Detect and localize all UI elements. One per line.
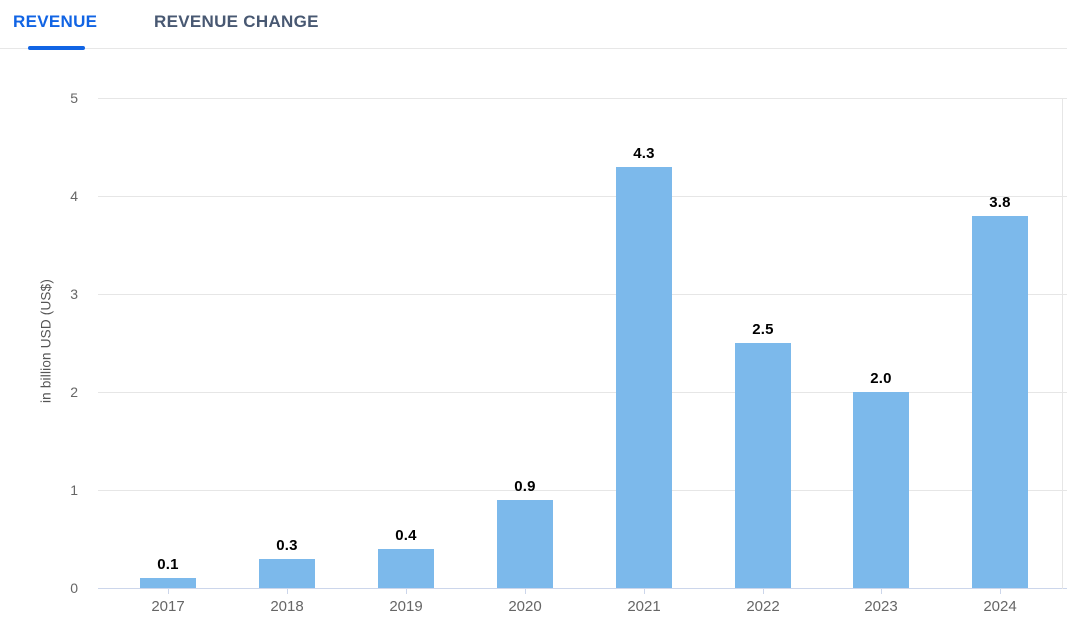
bar-value-label: 2.5 bbox=[752, 321, 774, 338]
gridline bbox=[98, 196, 1067, 197]
y-tick-label: 4 bbox=[70, 188, 78, 204]
x-category-label: 2021 bbox=[627, 598, 661, 615]
plot-right-border bbox=[1062, 98, 1063, 589]
tab-revenue-change[interactable]: REVENUE CHANGE bbox=[154, 12, 319, 31]
x-tick bbox=[525, 589, 526, 594]
x-category-label: 2018 bbox=[270, 598, 304, 615]
x-category-label: 2022 bbox=[746, 598, 780, 615]
bar[interactable] bbox=[497, 500, 553, 588]
bar-2023[interactable]: 2.0 bbox=[853, 370, 909, 588]
gridline bbox=[98, 490, 1067, 491]
bar-value-label: 2.0 bbox=[870, 370, 892, 387]
bar[interactable] bbox=[259, 559, 315, 588]
bar[interactable] bbox=[735, 343, 791, 588]
y-tick-label: 5 bbox=[70, 90, 78, 106]
x-category-label: 2024 bbox=[983, 598, 1017, 615]
x-category-label: 2017 bbox=[151, 598, 185, 615]
bar-2021[interactable]: 4.3 bbox=[616, 145, 672, 588]
bar-2020[interactable]: 0.9 bbox=[497, 478, 553, 588]
bar-value-label: 4.3 bbox=[633, 145, 655, 162]
y-axis-title: in billion USD (US$) bbox=[38, 278, 54, 404]
x-tick bbox=[168, 589, 169, 594]
y-tick-label: 3 bbox=[70, 286, 78, 302]
bar-value-label: 0.4 bbox=[395, 527, 417, 544]
bar[interactable] bbox=[972, 216, 1028, 588]
bar-2024[interactable]: 3.8 bbox=[972, 194, 1028, 588]
bar-2018[interactable]: 0.3 bbox=[259, 537, 315, 588]
x-tick bbox=[287, 589, 288, 594]
x-tick bbox=[644, 589, 645, 594]
tab-bar: REVENUE REVENUE CHANGE bbox=[0, 0, 1067, 50]
bar[interactable] bbox=[140, 578, 196, 588]
active-tab-underline bbox=[28, 46, 85, 50]
x-tick bbox=[881, 589, 882, 594]
bar-2022[interactable]: 2.5 bbox=[735, 321, 791, 588]
gridline bbox=[98, 392, 1067, 393]
bar-value-label: 0.1 bbox=[157, 556, 179, 573]
gridline bbox=[98, 294, 1067, 295]
bar-2019[interactable]: 0.4 bbox=[378, 527, 434, 588]
bar[interactable] bbox=[853, 392, 909, 588]
bar-value-label: 0.9 bbox=[514, 478, 536, 495]
bar[interactable] bbox=[378, 549, 434, 588]
bar-2017[interactable]: 0.1 bbox=[140, 556, 196, 588]
bar[interactable] bbox=[616, 167, 672, 588]
x-tick bbox=[763, 589, 764, 594]
x-axis-line bbox=[98, 588, 1067, 589]
x-category-label: 2019 bbox=[389, 598, 423, 615]
bar-value-label: 0.3 bbox=[276, 537, 298, 554]
x-category-label: 2023 bbox=[864, 598, 898, 615]
x-category-label: 2020 bbox=[508, 598, 542, 615]
tab-separator-line bbox=[0, 48, 1067, 49]
tab-revenue[interactable]: REVENUE bbox=[13, 12, 98, 31]
y-tick-label: 2 bbox=[70, 384, 78, 400]
y-tick-label: 0 bbox=[70, 580, 78, 596]
bar-value-label: 3.8 bbox=[989, 194, 1011, 211]
x-tick bbox=[1000, 589, 1001, 594]
gridline bbox=[98, 98, 1067, 99]
y-tick-label: 1 bbox=[70, 482, 78, 498]
x-tick bbox=[406, 589, 407, 594]
